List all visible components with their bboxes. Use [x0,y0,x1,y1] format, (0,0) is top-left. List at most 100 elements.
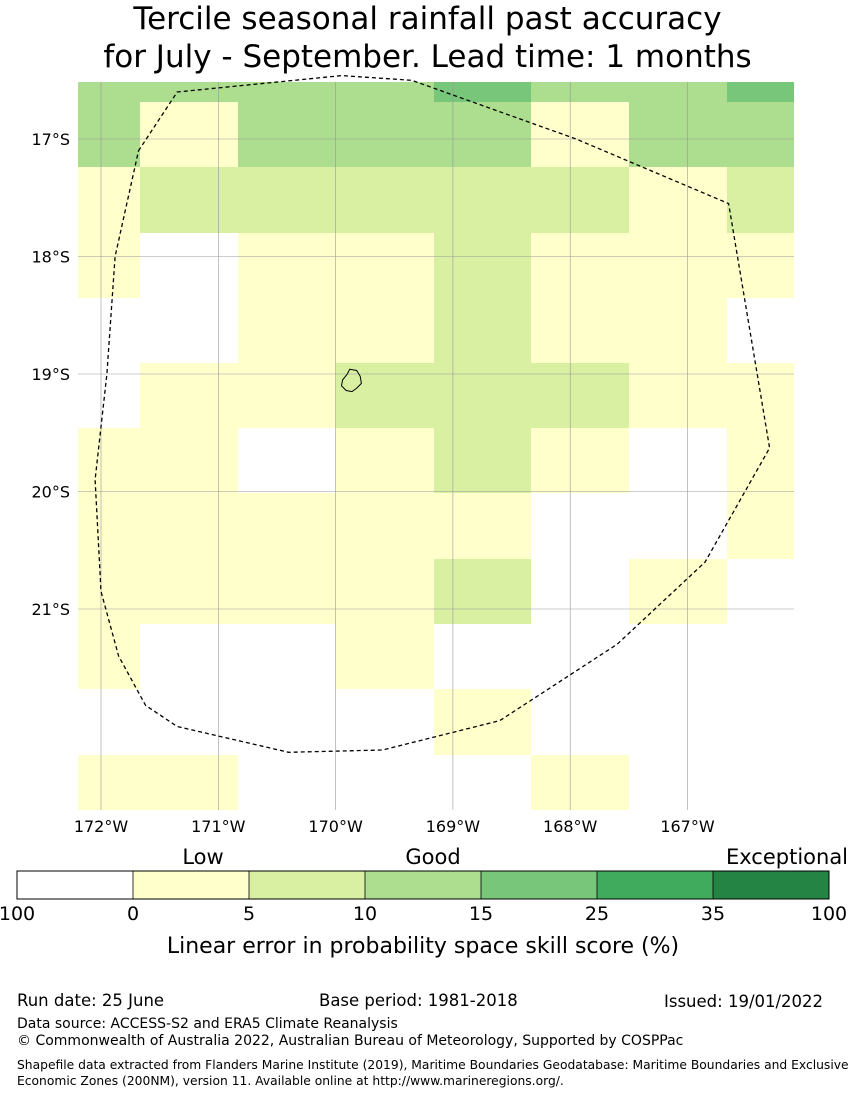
skill-cell [531,755,629,810]
skill-cell [336,233,434,298]
skill-cell [336,298,434,363]
colorbar-swatch [365,871,481,899]
skill-cell [238,82,336,102]
skill-cell [434,493,531,559]
skill-cell [727,102,794,167]
skill-cell [629,102,727,167]
skill-cell [78,624,140,689]
skill-cell [727,167,794,233]
latitude-tick-label: 18°S [31,248,70,267]
skill-cell [78,428,140,493]
shapefile-credit: Shapefile data extracted from Flanders M… [17,1057,849,1089]
shapefile-credit-line-2: Economic Zones (200NM), version 11. Avai… [17,1074,564,1088]
skill-cell [629,82,727,102]
skill-cell [238,298,336,363]
skill-cell [238,493,336,559]
longitude-tick-label: 167°W [660,817,715,836]
skill-cell [434,689,531,755]
skill-cell [336,167,434,233]
skill-cell [336,493,434,559]
map-outline [94,74,771,753]
skill-cell [727,493,794,559]
longitude-tick-label: 172°W [74,817,129,836]
colorbar-tick-label: 5 [243,903,255,925]
skill-cell [531,167,629,233]
skill-cell [140,82,238,102]
skill-cell [434,363,531,428]
longitude-tick-label: 170°W [308,817,363,836]
longitude-tick-label: 171°W [191,817,246,836]
latitude-labels: 17°S 18°S 19°S 20°S 21°S [31,130,70,619]
skill-cell [531,82,629,102]
colorbar-tick-label: 0 [127,903,139,925]
skill-cell [434,167,531,233]
chart-title: Tercile seasonal rainfall past accuracy … [0,0,855,76]
island-outline [340,368,362,393]
skill-cell [140,755,238,810]
longitude-tick-label: 168°W [543,817,598,836]
skill-cell [434,82,531,102]
skill-cell [629,167,727,233]
skill-cell [238,363,336,428]
colorbar-category-label: Exceptional [726,845,848,869]
skill-cell [434,298,531,363]
skill-cell [140,428,238,493]
title-line-2: for July - September. Lead time: 1 month… [103,39,752,75]
colorbar-tick-label: 25 [585,903,609,925]
run-date: Run date: 25 June [17,991,165,1010]
skill-cell [336,559,434,624]
colorbar-title: Linear error in probability space skill … [167,934,679,959]
skill-cell [727,82,794,102]
longitude-tick-label: 169°W [426,817,481,836]
colorbar-swatch [713,871,829,899]
skill-cell [434,233,531,298]
colorbar-swatch [597,871,713,899]
latitude-tick-label: 19°S [31,365,70,384]
skill-cell [531,102,629,167]
colorbar-tick-label: 35 [701,903,725,925]
skill-cell [238,102,336,167]
latitude-tick-label: 17°S [31,130,70,149]
colorbar-tick-label: 100 [0,903,35,925]
skill-cell [336,624,434,689]
issued-date: Issued: 19/01/2022 [664,992,824,1011]
colorbar: 100 0 5 10 15 25 35 100 Low Good Exceptional Linear… [0,845,848,959]
skill-cell [78,755,140,810]
skill-cell [336,428,434,493]
skill-cell [629,233,727,298]
base-period: Base period: 1981-2018 [319,991,518,1010]
skill-cell [727,428,794,493]
skill-cell [434,559,531,624]
skill-cell [531,233,629,298]
colorbar-swatch [481,871,597,899]
skill-cell [434,102,531,167]
skill-cell [727,233,794,298]
title-line-1: Tercile seasonal rainfall past accuracy [133,1,722,37]
skill-cell [78,493,140,559]
skill-cell [531,298,629,363]
skill-cell [434,428,531,493]
skill-cell [336,363,434,428]
skill-cell [336,82,434,102]
skill-cell [140,363,238,428]
colorbar-tick-label: 10 [353,903,377,925]
latitude-tick-label: 20°S [31,483,70,502]
skill-cell [140,493,238,559]
longitude-labels: 172°W 171°W 170°W 169°W 168°W 167°W [74,817,715,836]
skill-cell [78,233,140,298]
skill-cell [78,82,140,102]
skill-cell [140,167,238,233]
skill-cell [140,102,238,167]
skill-cell [238,167,336,233]
colorbar-tick-label: 100 [811,903,847,925]
skill-map: 17°S 18°S 19°S 20°S 21°S 172°W 171°W 170°W 169°… [0,74,848,959]
skill-cell [78,102,140,167]
colorbar-tick-label: 15 [469,903,493,925]
colorbar-swatch [133,871,249,899]
eez-boundary [94,74,771,753]
skill-cell [238,559,336,624]
latitude-tick-label: 21°S [31,600,70,619]
skill-cell [336,102,434,167]
shapefile-credit-line-1: Shapefile data extracted from Flanders M… [17,1058,849,1072]
colorbar-swatch [17,871,133,899]
